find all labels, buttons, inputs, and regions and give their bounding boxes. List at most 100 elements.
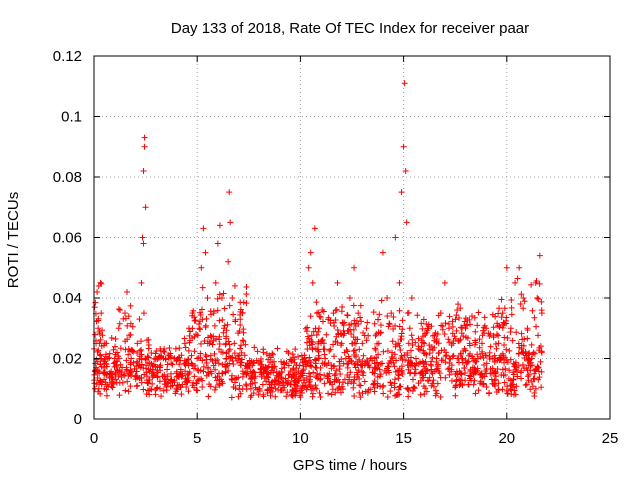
roti-point bbox=[225, 258, 232, 265]
roti-point bbox=[216, 346, 223, 353]
roti-point bbox=[398, 336, 405, 343]
roti-point bbox=[211, 322, 218, 329]
roti-point bbox=[535, 376, 542, 383]
roti-point bbox=[152, 350, 159, 357]
roti-point bbox=[428, 368, 435, 375]
roti-point bbox=[417, 391, 424, 398]
roti-point bbox=[103, 363, 110, 370]
roti-point bbox=[472, 358, 479, 365]
roti-point bbox=[351, 317, 358, 324]
roti-point bbox=[106, 350, 113, 357]
roti-point bbox=[181, 360, 188, 367]
roti-point bbox=[472, 339, 479, 346]
roti-point bbox=[396, 323, 403, 330]
roti-point bbox=[466, 316, 473, 323]
roti-point bbox=[397, 355, 404, 362]
y-tick-label: 0.12 bbox=[53, 48, 82, 65]
roti-point bbox=[518, 367, 525, 374]
roti-point bbox=[113, 362, 120, 369]
x-tick-label: 25 bbox=[602, 430, 619, 447]
roti-point bbox=[508, 304, 515, 311]
roti-point bbox=[182, 368, 189, 375]
roti-point bbox=[463, 322, 470, 329]
roti-point bbox=[178, 352, 185, 359]
roti-point bbox=[336, 384, 343, 391]
roti-point bbox=[239, 309, 246, 316]
roti-point bbox=[99, 332, 106, 339]
roti-point bbox=[245, 360, 252, 367]
roti-point bbox=[312, 382, 319, 389]
roti-point bbox=[387, 388, 394, 395]
roti-point bbox=[242, 341, 249, 348]
roti-point bbox=[101, 340, 108, 347]
roti-point bbox=[171, 355, 178, 362]
roti-point bbox=[407, 347, 414, 354]
roti-point bbox=[138, 374, 145, 381]
roti-point bbox=[498, 296, 505, 303]
roti-point bbox=[271, 363, 278, 370]
roti-point bbox=[344, 380, 351, 387]
roti-point bbox=[331, 372, 338, 379]
roti-point bbox=[348, 330, 355, 337]
roti-point bbox=[303, 339, 310, 346]
roti-point bbox=[445, 321, 452, 328]
roti-point bbox=[371, 320, 378, 327]
roti-point bbox=[501, 379, 508, 386]
roti-point bbox=[378, 322, 385, 329]
roti-point bbox=[356, 382, 363, 389]
roti-point bbox=[237, 299, 244, 306]
roti-point bbox=[483, 384, 490, 391]
roti-point bbox=[270, 358, 277, 365]
roti-point bbox=[243, 382, 250, 389]
roti-point bbox=[411, 362, 418, 369]
roti-point bbox=[313, 331, 320, 338]
roti-point bbox=[282, 375, 289, 382]
roti-point bbox=[223, 350, 230, 357]
roti-point bbox=[95, 315, 102, 322]
y-tick-label: 0.08 bbox=[53, 169, 82, 186]
roti-point bbox=[190, 365, 197, 372]
roti-point bbox=[288, 358, 295, 365]
roti-point bbox=[256, 388, 263, 395]
roti-point bbox=[359, 390, 366, 397]
roti-point bbox=[289, 388, 296, 395]
roti-point bbox=[495, 386, 502, 393]
roti-point bbox=[424, 325, 431, 332]
roti-point bbox=[234, 353, 241, 360]
roti-point bbox=[398, 363, 405, 370]
roti-point bbox=[415, 345, 422, 352]
roti-point bbox=[461, 365, 468, 372]
roti-point bbox=[306, 370, 313, 377]
roti-point bbox=[94, 367, 101, 373]
roti-point bbox=[460, 333, 467, 340]
roti-point bbox=[447, 356, 454, 363]
roti-point bbox=[388, 354, 395, 361]
roti-point bbox=[538, 384, 545, 391]
roti-point bbox=[317, 375, 324, 382]
roti-point bbox=[148, 386, 155, 393]
roti-point bbox=[291, 359, 298, 366]
roti-point bbox=[239, 337, 246, 344]
roti-point bbox=[390, 325, 397, 332]
roti-point bbox=[457, 370, 464, 377]
roti-point bbox=[487, 343, 494, 350]
roti-point bbox=[261, 375, 268, 382]
roti-point bbox=[258, 355, 265, 362]
roti-point bbox=[238, 349, 245, 356]
roti-point bbox=[290, 387, 297, 394]
roti-point bbox=[241, 352, 248, 359]
roti-point bbox=[519, 361, 526, 368]
roti-point bbox=[154, 364, 161, 371]
roti-point bbox=[95, 283, 102, 290]
roti-point bbox=[310, 390, 317, 397]
roti-point bbox=[520, 305, 527, 312]
roti-point bbox=[359, 358, 366, 365]
roti-point bbox=[391, 384, 398, 391]
roti-point bbox=[162, 356, 169, 363]
roti-point bbox=[467, 366, 474, 373]
roti-point bbox=[420, 316, 427, 323]
roti-point bbox=[495, 340, 502, 347]
roti-point bbox=[391, 363, 398, 370]
roti-point bbox=[316, 389, 323, 396]
roti-point bbox=[181, 335, 188, 342]
